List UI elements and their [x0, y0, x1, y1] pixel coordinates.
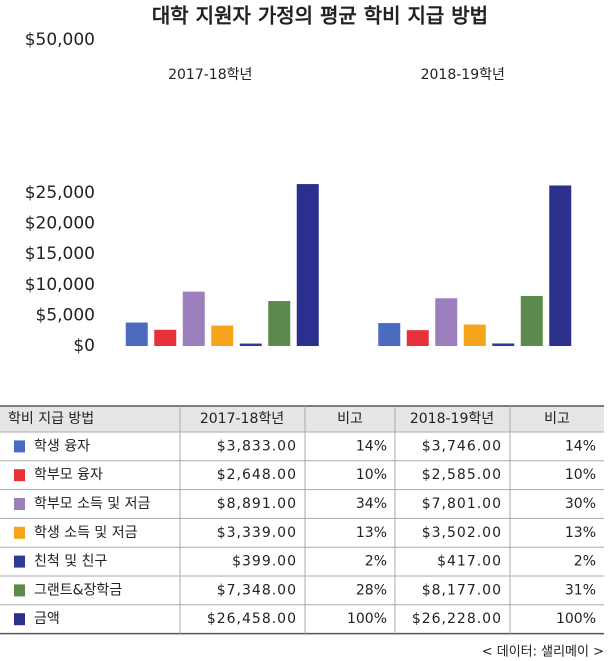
table-cell: 100% — [347, 611, 387, 627]
table-cell: $2,648.00 — [217, 467, 297, 483]
table-cell: $417.00 — [437, 554, 502, 570]
table-cell: $3,339.00 — [217, 525, 297, 541]
legend-swatch — [14, 469, 25, 482]
table-cell: $7,348.00 — [217, 582, 297, 598]
y-tick-label: $20,000 — [25, 214, 95, 234]
bar — [406, 330, 429, 346]
table-cell: 30% — [565, 496, 596, 512]
bar — [239, 343, 262, 346]
y-tick-label: $50,000 — [25, 30, 95, 50]
bar — [435, 298, 458, 346]
table-cell: $3,746.00 — [422, 438, 502, 454]
legend-swatch — [14, 555, 25, 568]
y-tick-label: $10,000 — [25, 275, 95, 295]
bar — [520, 295, 543, 346]
table-cell: $7,801.00 — [422, 496, 502, 512]
table-cell: 31% — [565, 582, 596, 598]
table-cell: $26,458.00 — [207, 611, 297, 627]
chart-title: 대학 지원자 가정의 평균 학비 지급 방법 — [152, 4, 488, 28]
table-cell: 28% — [356, 582, 387, 598]
table-cell: $3,502.00 — [422, 525, 502, 541]
bar — [549, 185, 572, 346]
bar — [378, 323, 401, 346]
table-cell: $8,177.00 — [422, 582, 502, 598]
legend-swatch — [14, 526, 25, 539]
bar — [492, 343, 515, 346]
y-tick-label: $25,000 — [25, 183, 95, 203]
bar — [268, 301, 291, 346]
table-cell: 100% — [556, 611, 596, 627]
y-tick-label: $15,000 — [25, 244, 95, 264]
bar — [463, 324, 486, 346]
bar — [125, 322, 148, 346]
bar — [296, 184, 319, 346]
row-label: 금액 — [34, 611, 60, 627]
row-label: 학부모 융자 — [34, 467, 103, 483]
table-cell: 10% — [565, 467, 596, 483]
table-cell: 13% — [356, 525, 387, 541]
legend-swatch — [14, 440, 25, 453]
row-label: 그랜트&장학금 — [34, 582, 122, 598]
row-label: 학생 소득 및 저금 — [34, 525, 138, 541]
table-cell: 2% — [574, 554, 596, 570]
table-header-bg — [0, 406, 604, 432]
table-cell: 14% — [356, 438, 387, 454]
table-cell: 10% — [356, 467, 387, 483]
table-header: 비고 — [337, 411, 363, 427]
table-cell: 13% — [565, 525, 596, 541]
table-cell: 14% — [565, 438, 596, 454]
table-header: 비고 — [544, 411, 570, 427]
bar — [211, 325, 234, 346]
table-cell: 34% — [356, 496, 387, 512]
group-label: 2017-18학년 — [168, 67, 252, 83]
bar — [154, 329, 177, 346]
y-tick-label: $0 — [73, 336, 95, 356]
table-cell: $8,891.00 — [217, 496, 297, 512]
legend-swatch — [14, 613, 25, 626]
table-cell: 2% — [365, 554, 387, 570]
table-header: 2017-18학년 — [200, 411, 284, 427]
bar — [182, 291, 205, 346]
group-label: 2018-19학년 — [421, 67, 505, 83]
legend-swatch — [14, 498, 25, 510]
table-header: 2018-19학년 — [410, 411, 494, 427]
source: < 데이터: 샐리메이 > — [482, 645, 604, 660]
row-label: 친척 및 친구 — [34, 554, 107, 570]
table-header: 학비 지급 방법 — [8, 411, 94, 427]
table-cell: $3,833.00 — [217, 438, 297, 454]
y-tick-label: $5,000 — [36, 305, 95, 325]
row-label: 학생 융자 — [34, 438, 90, 454]
table-cell: $26,228.00 — [412, 611, 502, 627]
table-cell: $399.00 — [232, 554, 297, 570]
table-cell: $2,585.00 — [422, 467, 502, 483]
legend-swatch — [14, 584, 25, 597]
row-label: 학부모 소득 및 저금 — [34, 496, 151, 512]
